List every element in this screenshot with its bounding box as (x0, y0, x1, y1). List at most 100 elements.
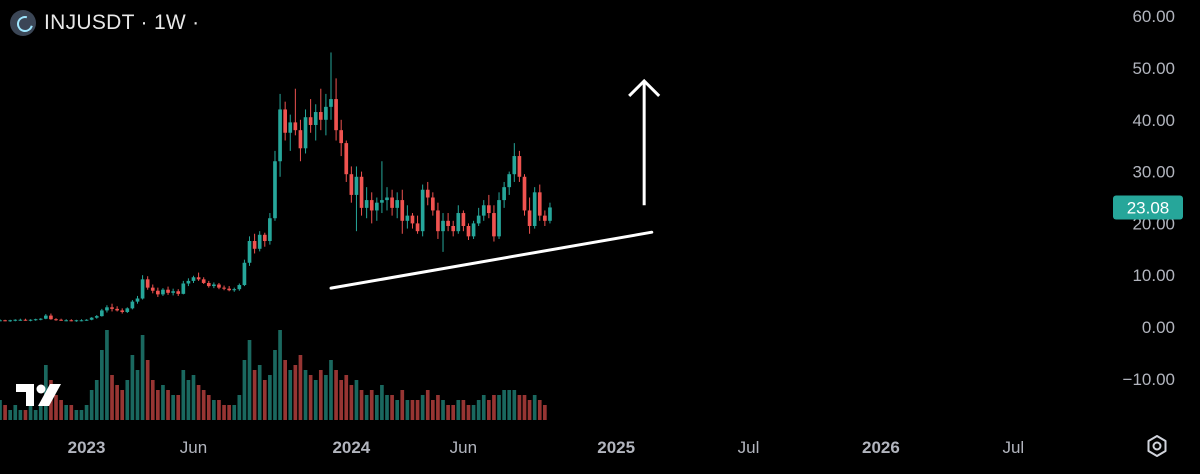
candle (278, 93, 282, 177)
candle (456, 205, 461, 234)
candle (476, 207, 481, 226)
volume-bar (476, 400, 481, 420)
candle-body (532, 192, 537, 226)
volume-bar (303, 370, 308, 420)
volume-bar (0, 400, 2, 420)
volume-bar (222, 405, 226, 420)
candle (247, 236, 252, 266)
volume-bar (517, 395, 522, 420)
volume-bar (481, 395, 486, 420)
candle (64, 319, 69, 322)
candle-body (150, 287, 155, 291)
candle-body (186, 280, 191, 284)
candle-body (0, 320, 2, 322)
candle-body (390, 197, 394, 208)
candle (415, 215, 420, 234)
candle (217, 282, 221, 290)
candle (237, 283, 242, 291)
volume-bar (79, 410, 84, 420)
candle-body (191, 277, 196, 281)
volume-bar (257, 365, 262, 420)
candle (201, 277, 206, 285)
symbol-header[interactable]: INJUSDT · 1W · (10, 8, 199, 38)
candle (33, 318, 38, 321)
candle-body (38, 318, 43, 320)
volume-bar (532, 395, 537, 420)
candle-body (339, 130, 344, 144)
volume-bar (181, 370, 186, 420)
candle (8, 319, 13, 322)
candle (431, 192, 435, 216)
injective-logo-icon (10, 10, 36, 36)
candle (395, 192, 400, 219)
candle-body (400, 200, 405, 221)
candle (390, 189, 394, 216)
candle (313, 104, 318, 141)
volume-bar (543, 405, 547, 420)
volume-bar (390, 395, 394, 420)
volume-bar (120, 390, 125, 420)
candle (150, 284, 155, 294)
candle-body (125, 308, 130, 312)
candle (380, 161, 384, 214)
last-price-badge: 23.08 (1113, 195, 1183, 220)
settings-gear-icon[interactable] (1144, 433, 1170, 459)
candle (13, 319, 18, 322)
candle (140, 275, 145, 300)
candle (303, 109, 308, 154)
volume-bar (339, 380, 344, 420)
candle (405, 205, 410, 229)
candle (354, 166, 359, 232)
candle-body (425, 189, 430, 198)
volume-bar (196, 385, 201, 420)
annotations (329, 78, 661, 290)
volume-bar (349, 385, 354, 420)
volume-bar (217, 400, 221, 420)
volume-bar (166, 390, 170, 420)
volume-bar (191, 375, 196, 420)
candle-body (43, 315, 48, 319)
candle (527, 197, 532, 234)
candle (334, 78, 338, 141)
volume-bar (38, 405, 43, 420)
candle-body (405, 215, 410, 221)
candle-body (415, 223, 420, 232)
volume-bar (364, 395, 369, 420)
candle-body (283, 109, 287, 133)
volume-bar (502, 390, 506, 420)
candle-body (257, 234, 262, 249)
candle-body (28, 319, 33, 321)
y-axis: 60.0050.0040.0030.0020.0010.000.00−10.00… (1113, 7, 1183, 389)
volume-bar (18, 410, 23, 420)
candle-body (308, 117, 313, 125)
volume-bar (522, 395, 527, 420)
volume-bar (283, 360, 287, 420)
candle-body (461, 213, 466, 226)
y-tick-label: 50.00 (1132, 59, 1175, 78)
volume-bar (318, 370, 323, 420)
volume-bar (369, 390, 374, 420)
candle (344, 140, 349, 182)
candle-body (512, 156, 517, 175)
candle-body (206, 282, 211, 287)
target-arrow-head (628, 78, 661, 98)
volume-bar (487, 400, 491, 420)
volume-bar (492, 395, 496, 420)
candle (425, 181, 430, 206)
volume-bars (0, 330, 547, 420)
candle-body (364, 200, 369, 208)
candle-body (110, 307, 114, 309)
volume-bar (431, 400, 435, 420)
volume-bar (436, 395, 440, 420)
candle (517, 150, 522, 182)
candle (497, 192, 501, 239)
candle-body (318, 112, 323, 120)
volume-bar (344, 375, 349, 420)
candle (298, 119, 303, 162)
candle (130, 300, 135, 310)
candle-body (49, 315, 53, 320)
candle-body (349, 174, 354, 195)
symbol-title: INJUSDT · 1W · (44, 11, 200, 34)
